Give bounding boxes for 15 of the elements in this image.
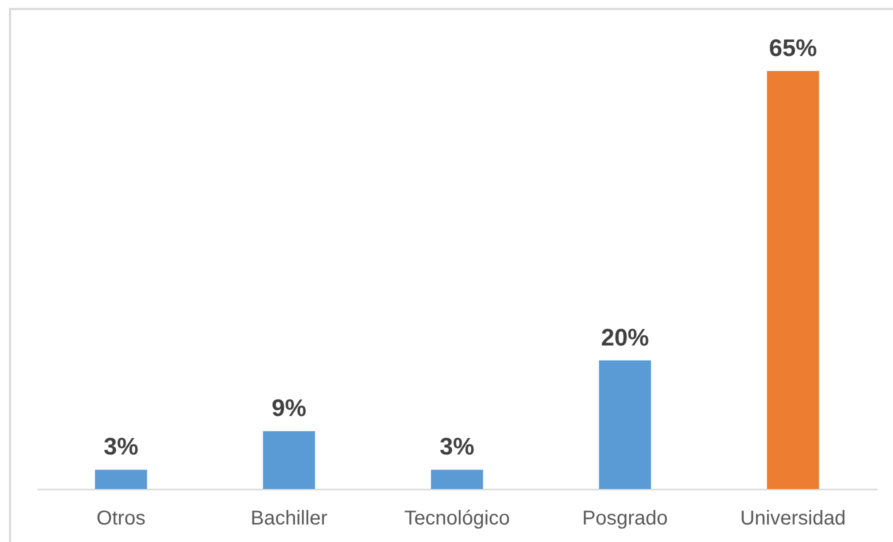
data-label: 65% <box>768 35 818 62</box>
x-tick-label: Posgrado <box>582 508 668 530</box>
bar <box>598 360 652 489</box>
data-label: 9% <box>272 395 306 422</box>
data-label: 3% <box>440 434 474 461</box>
bar <box>94 470 148 489</box>
bar <box>766 71 820 489</box>
x-tick-label: Otros <box>96 508 146 530</box>
data-label: 20% <box>600 324 650 352</box>
x-tick-label: Tecnológico <box>404 508 510 530</box>
data-label: 3% <box>104 434 138 461</box>
bar <box>430 470 484 489</box>
bar <box>262 431 316 489</box>
x-tick-label: Bachiller <box>250 508 328 530</box>
x-tick-label: Universidad <box>740 508 846 530</box>
